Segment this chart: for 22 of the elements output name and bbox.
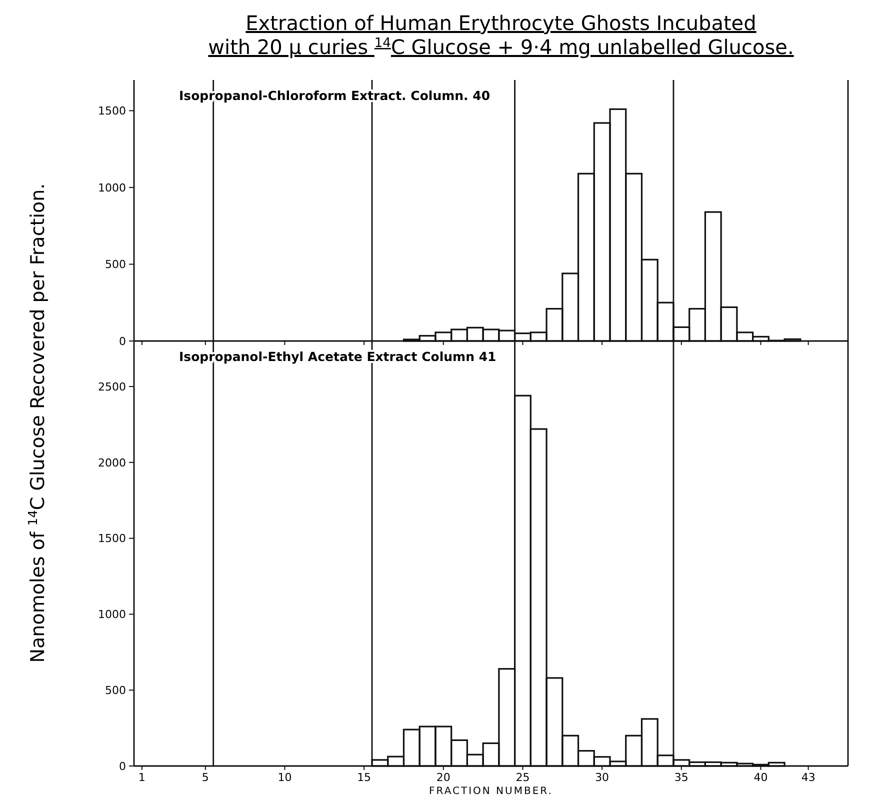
y-tick-label: 500 [105,258,126,272]
y-tick-label: 1500 [98,104,126,118]
y-tick-label: 1000 [98,608,126,622]
x-tick-label: 43 [801,771,816,784]
y-tick-label: 0 [119,334,126,348]
y-tick-label: 1500 [98,532,126,546]
chart-title: Extraction of Human Erythrocyte Ghosts Incubated with 20 µ curies $^{14}$C Glucose + 9·4 mg unlabelled Glucose. [208,11,794,59]
x-tick-label: 20 [436,771,450,784]
x-tick-label: 10 [278,771,292,784]
x-tick-label: 40 [754,771,768,784]
y-tick-label: 0 [119,760,126,773]
x-tick-label: 25 [516,771,530,784]
y-tick-label: 2000 [98,456,126,470]
y-tick-label: 1000 [98,181,126,194]
x-axis-title: FRACTION NUMBER. [429,786,553,797]
x-tick-label: 30 [595,771,610,784]
x-tick-label: 15 [357,771,372,784]
y-tick-label: 2500 [98,380,126,394]
x-tick-label: 35 [674,771,688,784]
x-tick-label: 5 [202,771,209,784]
x-tick-label: 1 [138,771,146,784]
y-tick-label: 500 [105,684,126,697]
